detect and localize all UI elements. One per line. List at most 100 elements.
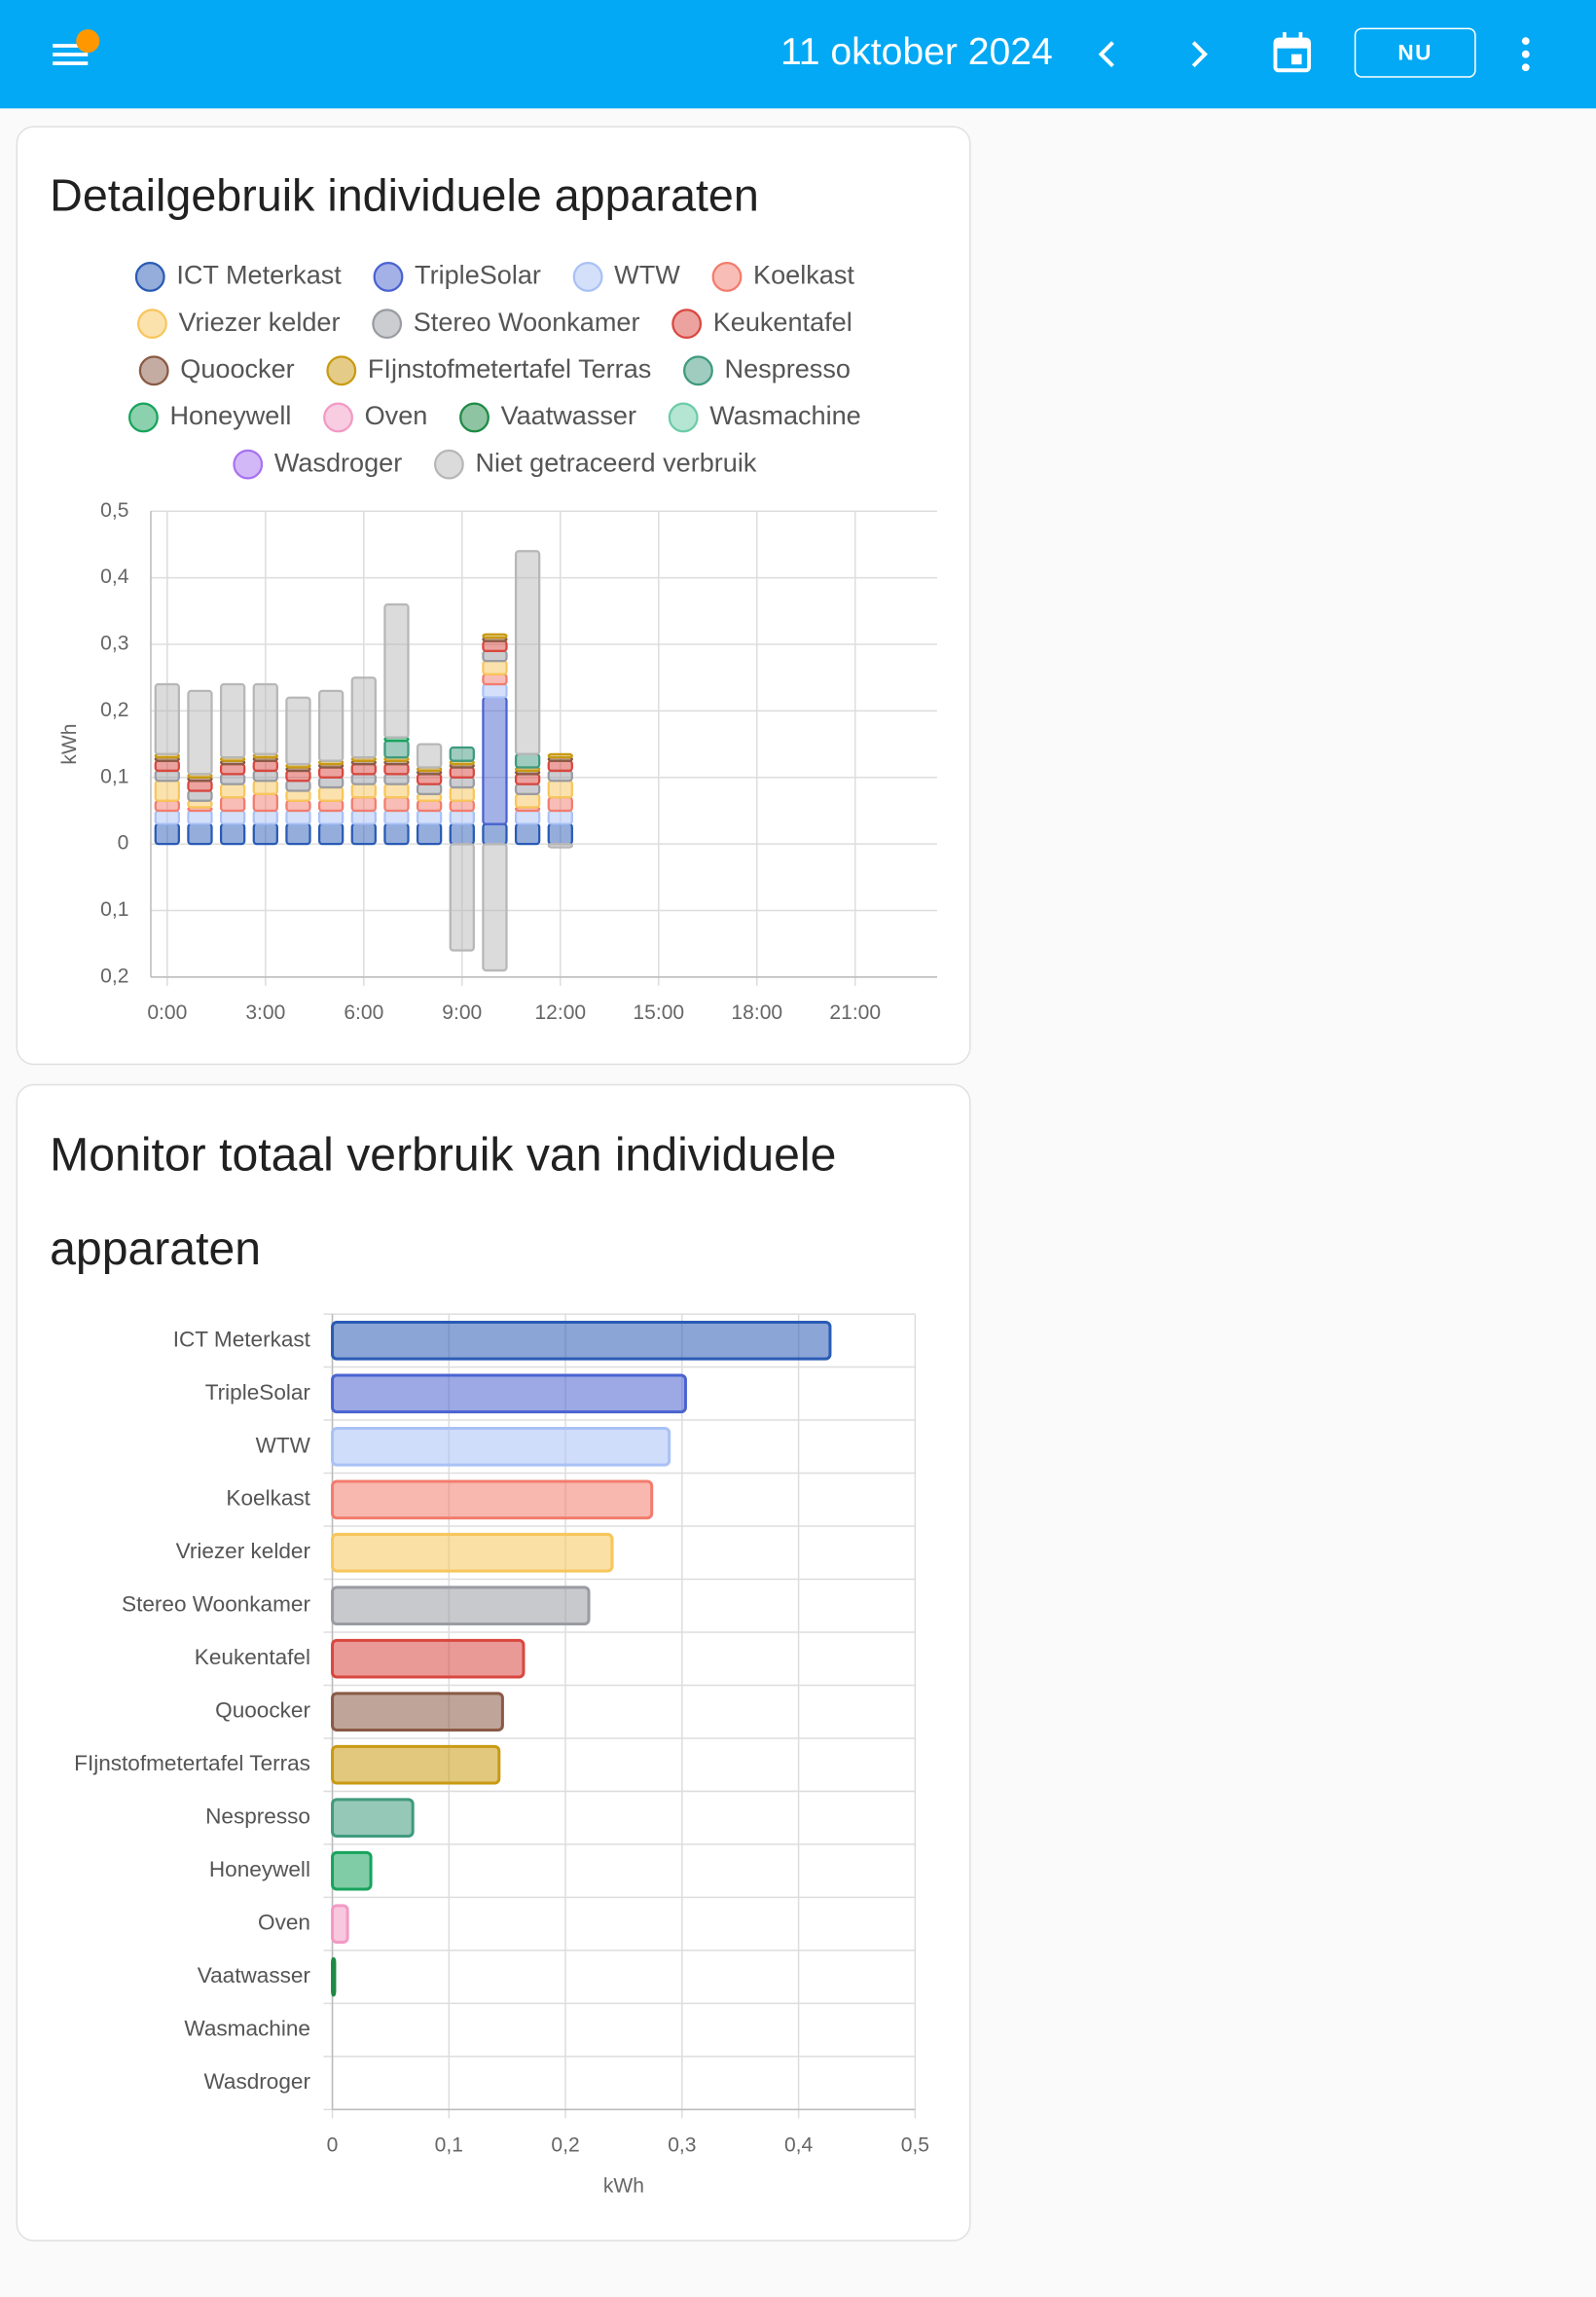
bar-segment [482,843,508,972]
bar-segment [252,769,278,783]
bar-segment [416,799,443,813]
bar-segment [285,780,311,792]
legend-swatch [668,402,699,433]
legend-item: Niet getraceerd verbruik [433,447,757,480]
card-title: Detailgebruik individuele apparaten [50,169,759,222]
legend-swatch [136,309,167,340]
y-tick-label: Vaatwasser [198,1963,311,1987]
legend-item: Wasdroger [233,447,402,480]
bar-segment [350,822,377,846]
legend-label: Niet getraceerd verbruik [475,447,756,477]
bar-segment [547,759,573,773]
x-tick-label: 12:00 [534,1002,586,1024]
bar-segment [154,799,180,813]
bar-segment [317,799,345,813]
bar-segment [187,822,213,846]
prev-button[interactable] [1098,41,1114,68]
bar-segment [219,822,246,846]
bar-segment [317,822,345,846]
bar-segment [416,809,443,825]
legend-item: Quoocker [138,353,295,386]
legend-item: Wasmachine [668,400,861,433]
legend-row: ICT Meterkast TripleSolar WTW Koelkast [134,260,854,292]
bar-segment [482,639,508,652]
bar-segment [482,696,508,825]
y-tick-label: 0,3 [100,633,128,655]
legend-label: Nespresso [725,353,851,383]
bar-segment [449,822,475,846]
more-button[interactable] [1521,37,1530,72]
bar-segment [350,783,377,799]
legend-swatch [433,449,464,480]
bar [331,1798,415,1838]
bar-segment [514,783,541,796]
bar-segment [285,799,311,813]
bar-segment [449,766,475,779]
bar-segment [350,809,377,825]
bar-segment [383,773,410,785]
bar-segment [350,762,377,776]
x-tick-label: 0,1 [435,2134,463,2157]
y-tick-label: 0,4 [100,565,129,588]
legend-label: TripleSolar [415,260,541,290]
bar-segment [317,809,345,825]
next-button[interactable] [1191,41,1209,68]
legend-item: WTW [572,260,680,292]
legend-label: Koelkast [753,260,854,290]
bar-segment [154,809,180,825]
bar-segment [317,776,345,789]
bar-segment [219,783,246,799]
toolbar-icons [53,29,1530,73]
legend-label: Quoocker [180,353,294,383]
legend-label: Keukentafel [713,307,852,337]
bar-segment [383,762,410,776]
bar-segment [187,789,213,802]
bar-segment [482,822,508,846]
x-tick-label: 15:00 [633,1002,684,1024]
legend-swatch [323,402,353,433]
legend-item: Koelkast [711,260,854,292]
legend-item: Nespresso [683,353,851,386]
legend-swatch [233,449,264,480]
card-title: Monitor totaal verbruik van individuele … [50,1127,837,1275]
legend-swatch [127,402,159,433]
bar [331,1904,349,1944]
top-bar: 11 oktober 2024 NU [0,0,1596,109]
y-tick-label: 0 [118,832,129,855]
y-tick-label: Honeywell [209,1857,310,1881]
y-tick-label: Nespresso [205,1805,310,1829]
bar [331,1426,671,1467]
y-axis-label: kWh [58,724,81,765]
y-tick-label: Wasmachine [184,2017,310,2041]
legend-label: Vriezer kelder [178,307,340,337]
bar-segment [547,752,573,759]
bar-segment [350,796,377,813]
y-tick-label: 0,1 [100,765,128,787]
today-button[interactable]: NU [1354,27,1476,78]
bar-segment [383,783,410,799]
legend-label: Wasdroger [274,447,402,477]
legend-item: Oven [323,400,427,433]
y-tick-label: ICT Meterkast [173,1327,311,1351]
legend-swatch [373,262,404,292]
bar-segment [317,785,345,802]
x-tick-label: 0,3 [668,2134,696,2157]
x-tick-label: 0 [327,2134,339,2157]
x-tick-label: 0,2 [551,2134,579,2157]
bar-segment [187,809,213,825]
y-tick-label: 0,5 [100,499,128,522]
menu-button[interactable] [53,29,100,65]
bar-segment [482,649,508,663]
bar-segment [482,659,508,675]
calendar-button[interactable] [1273,32,1312,73]
y-tick-label: Vriezer kelder [176,1539,311,1563]
y-tick-label: Koelkast [226,1486,310,1511]
bar-segment [317,766,345,779]
bar-segment [187,780,213,792]
bar-segment [449,776,475,789]
x-tick-label: 0:00 [147,1002,187,1024]
bar-segment [383,796,410,813]
bar-segment [317,689,345,762]
